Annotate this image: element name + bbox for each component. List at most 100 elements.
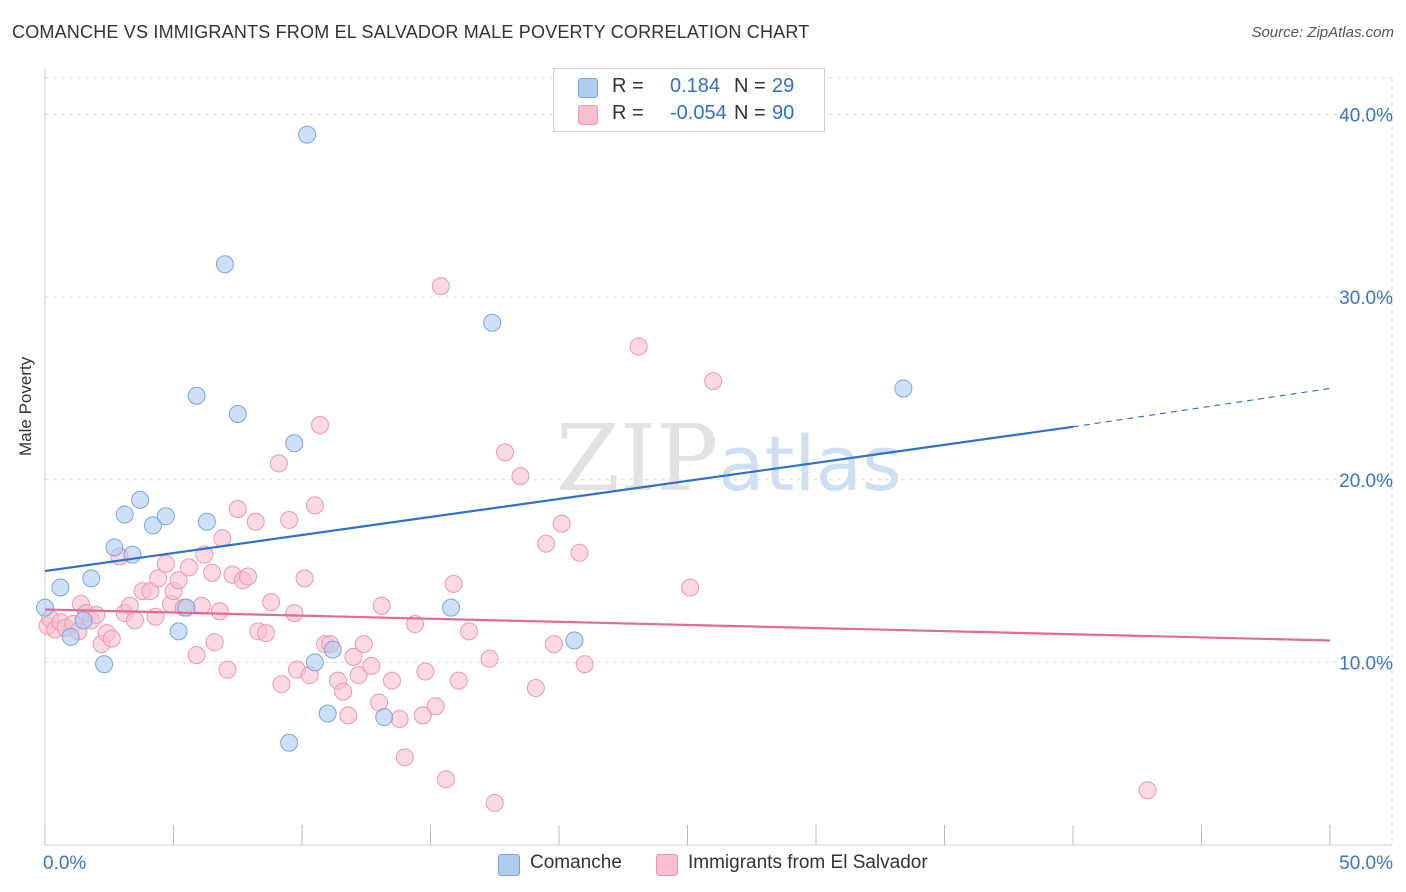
data-point-el-salvador bbox=[444, 574, 463, 593]
y-tick-label: 40.0% bbox=[1339, 106, 1393, 127]
data-point-el-salvador bbox=[426, 697, 445, 716]
data-point-comanche bbox=[442, 598, 461, 617]
data-point-el-salvador bbox=[295, 569, 314, 588]
data-point-el-salvador bbox=[339, 706, 358, 725]
legend-label-comanche: Comanche bbox=[530, 852, 622, 873]
data-point-el-salvador bbox=[395, 748, 414, 767]
data-point-el-salvador bbox=[449, 671, 468, 690]
data-point-el-salvador bbox=[575, 655, 594, 674]
r-label: R = bbox=[612, 102, 644, 124]
x-tick-label: 50.0% bbox=[1339, 853, 1393, 874]
data-point-comanche bbox=[483, 313, 502, 332]
tick-labels: 10.0% 20.0% 30.0% 40.0% 0.0% 50.0% bbox=[43, 106, 1393, 874]
stats-legend: R = 0.184 N = 29 R = -0.054 N = 90 bbox=[553, 68, 825, 132]
data-point-el-salvador bbox=[390, 709, 409, 728]
data-point-el-salvador bbox=[436, 770, 455, 789]
data-point-el-salvador bbox=[382, 671, 401, 690]
data-point-comanche bbox=[105, 538, 124, 557]
data-point-el-salvador bbox=[570, 543, 589, 562]
data-point-el-salvador bbox=[269, 454, 288, 473]
data-point-comanche bbox=[323, 640, 342, 659]
data-point-el-salvador bbox=[228, 499, 247, 518]
data-point-el-salvador bbox=[285, 604, 304, 623]
data-point-el-salvador bbox=[146, 607, 165, 626]
data-point-comanche bbox=[318, 704, 337, 723]
data-point-el-salvador bbox=[372, 596, 391, 615]
r-value-comanche: 0.184 bbox=[670, 75, 721, 97]
data-point-comanche bbox=[215, 255, 234, 274]
data-point-comanche bbox=[51, 578, 70, 597]
source-label: Source: ZipAtlas.com bbox=[1251, 24, 1394, 41]
trend-line-comanche-extension bbox=[1072, 387, 1331, 428]
data-point-el-salvador bbox=[169, 571, 188, 590]
data-point-comanche bbox=[61, 627, 80, 646]
data-point-comanche bbox=[375, 708, 394, 727]
data-point-comanche bbox=[36, 598, 54, 617]
data-point-el-salvador bbox=[544, 635, 563, 654]
el-salvador-legend-swatch bbox=[656, 854, 678, 876]
data-point-comanche bbox=[74, 611, 93, 630]
data-point-el-salvador bbox=[349, 666, 368, 685]
y-tick-label: 30.0% bbox=[1339, 288, 1393, 309]
data-point-el-salvador bbox=[354, 635, 373, 654]
data-point-comanche bbox=[169, 622, 188, 641]
comanche-legend-swatch bbox=[498, 854, 520, 876]
data-point-el-salvador bbox=[496, 443, 515, 462]
data-point-el-salvador bbox=[218, 660, 237, 679]
trend-lines bbox=[44, 387, 1331, 642]
data-point-el-salvador bbox=[704, 372, 723, 391]
n-label: N = bbox=[734, 75, 766, 97]
data-point-comanche bbox=[305, 653, 324, 672]
data-point-el-salvador bbox=[431, 277, 450, 296]
series-comanche bbox=[36, 125, 913, 752]
data-point-comanche bbox=[285, 434, 304, 453]
n-value-el-salvador: 90 bbox=[772, 102, 795, 124]
data-point-el-salvador bbox=[362, 657, 381, 676]
comanche-swatch bbox=[578, 78, 598, 98]
data-point-el-salvador bbox=[413, 706, 432, 725]
data-point-comanche bbox=[298, 125, 317, 144]
data-point-el-salvador bbox=[305, 496, 324, 515]
data-point-el-salvador bbox=[187, 646, 206, 665]
data-point-el-salvador bbox=[480, 649, 499, 668]
data-point-comanche bbox=[197, 512, 216, 531]
data-point-el-salvador bbox=[213, 529, 232, 548]
data-point-el-salvador bbox=[280, 510, 299, 529]
data-point-el-salvador bbox=[344, 647, 363, 666]
data-point-comanche bbox=[187, 386, 206, 405]
watermark-zip: ZIP bbox=[556, 405, 718, 512]
trend-line-el-salvador bbox=[44, 608, 1331, 642]
data-point-el-salvador bbox=[460, 622, 479, 641]
el-salvador-swatch bbox=[578, 105, 598, 125]
chart-title: COMANCHE VS IMMIGRANTS FROM EL SALVADOR … bbox=[12, 22, 810, 42]
r-value-el-salvador: -0.054 bbox=[670, 102, 727, 124]
data-point-el-salvador bbox=[485, 793, 504, 812]
data-point-el-salvador bbox=[629, 337, 648, 356]
y-axis-label: Male Poverty bbox=[16, 356, 35, 456]
data-point-el-salvador bbox=[537, 534, 556, 553]
data-point-el-salvador bbox=[246, 512, 265, 531]
data-point-el-salvador bbox=[526, 678, 545, 697]
data-point-el-salvador bbox=[179, 558, 198, 577]
series-immigrants-el-salvador bbox=[38, 277, 1157, 812]
data-point-el-salvador bbox=[416, 662, 435, 681]
y-tick-label: 20.0% bbox=[1339, 471, 1393, 492]
trend-line-comanche bbox=[44, 425, 1074, 573]
data-point-comanche bbox=[894, 379, 913, 398]
data-point-comanche bbox=[82, 569, 101, 588]
data-point-el-salvador bbox=[406, 615, 425, 634]
data-point-el-salvador bbox=[125, 611, 144, 630]
data-point-comanche bbox=[115, 505, 134, 524]
x-tick-label: 0.0% bbox=[43, 853, 86, 874]
data-point-el-salvador bbox=[239, 567, 258, 586]
data-point-el-salvador bbox=[1138, 781, 1157, 800]
data-point-el-salvador bbox=[257, 624, 276, 643]
data-point-el-salvador bbox=[310, 415, 329, 434]
data-point-comanche bbox=[156, 507, 175, 526]
data-point-comanche bbox=[228, 405, 247, 424]
data-point-comanche bbox=[131, 490, 150, 509]
n-value-comanche: 29 bbox=[772, 75, 795, 97]
data-point-el-salvador bbox=[334, 682, 353, 701]
r-label: R = bbox=[612, 75, 644, 97]
